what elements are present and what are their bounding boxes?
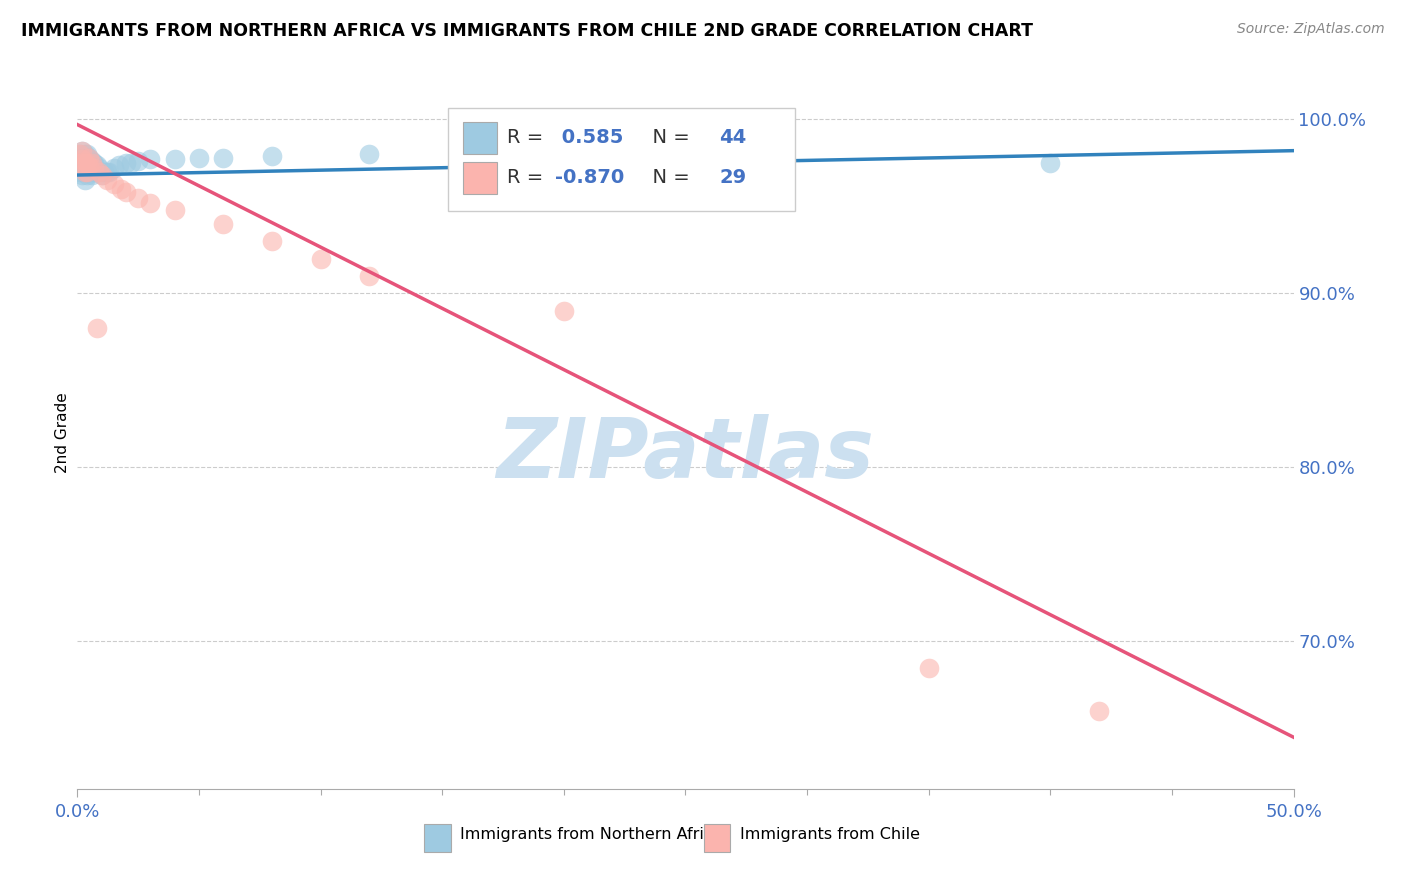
Point xyxy=(69,156,91,170)
Point xyxy=(309,252,332,266)
Point xyxy=(359,268,381,283)
Point xyxy=(90,164,112,178)
Point xyxy=(103,161,125,175)
Point xyxy=(103,177,125,191)
Point xyxy=(163,202,186,217)
Text: N =: N = xyxy=(640,169,696,187)
Point xyxy=(918,660,941,674)
Point xyxy=(76,156,98,170)
FancyBboxPatch shape xyxy=(463,122,496,154)
Point xyxy=(90,168,112,182)
Point xyxy=(70,144,93,158)
Point xyxy=(86,164,108,178)
Text: R =: R = xyxy=(506,169,550,187)
Text: Immigrants from Chile: Immigrants from Chile xyxy=(740,827,920,842)
Point xyxy=(76,147,98,161)
Point xyxy=(359,147,381,161)
Text: N =: N = xyxy=(640,128,696,147)
Point xyxy=(83,164,105,178)
Point xyxy=(127,154,149,169)
Point xyxy=(90,168,112,182)
Point xyxy=(79,151,101,165)
Point xyxy=(96,173,118,187)
Point xyxy=(553,144,575,158)
Point xyxy=(260,234,283,248)
Point xyxy=(73,164,96,178)
FancyBboxPatch shape xyxy=(425,824,451,852)
Text: R =: R = xyxy=(506,128,550,147)
Text: 44: 44 xyxy=(720,128,747,147)
FancyBboxPatch shape xyxy=(703,824,731,852)
Point xyxy=(69,156,91,170)
Point xyxy=(80,154,103,169)
Point xyxy=(1039,156,1062,170)
Point xyxy=(97,164,120,178)
Point xyxy=(73,147,96,161)
Point xyxy=(73,173,96,187)
Point xyxy=(83,156,105,170)
Point xyxy=(110,182,132,196)
Point xyxy=(73,156,96,170)
FancyBboxPatch shape xyxy=(449,108,794,211)
Point xyxy=(89,161,111,175)
Point xyxy=(120,156,142,170)
Point xyxy=(79,158,101,172)
Point xyxy=(73,156,96,170)
Text: Source: ZipAtlas.com: Source: ZipAtlas.com xyxy=(1237,22,1385,37)
Point xyxy=(212,217,235,231)
Point xyxy=(70,168,93,182)
Y-axis label: 2nd Grade: 2nd Grade xyxy=(55,392,70,473)
Point xyxy=(70,144,93,158)
Point xyxy=(76,156,98,170)
Point xyxy=(163,153,186,167)
Point xyxy=(76,161,98,175)
Point xyxy=(83,161,105,175)
Point xyxy=(80,161,103,175)
Point xyxy=(553,303,575,318)
Text: -0.870: -0.870 xyxy=(555,169,624,187)
Point xyxy=(188,151,211,165)
Point xyxy=(79,159,101,173)
Point xyxy=(69,164,91,178)
Point xyxy=(70,161,93,175)
Point xyxy=(260,149,283,163)
Point xyxy=(70,151,93,165)
Point xyxy=(107,158,129,172)
Text: 0.585: 0.585 xyxy=(555,128,624,147)
Point xyxy=(115,186,138,200)
Point xyxy=(89,164,111,178)
Text: 29: 29 xyxy=(720,169,747,187)
Point xyxy=(139,195,162,210)
Point xyxy=(70,153,93,167)
Text: ZIPatlas: ZIPatlas xyxy=(496,414,875,494)
FancyBboxPatch shape xyxy=(463,161,496,194)
Point xyxy=(79,164,101,178)
Point xyxy=(115,156,138,170)
Point xyxy=(73,164,96,178)
Point xyxy=(76,168,98,182)
Point xyxy=(127,191,149,205)
Point xyxy=(80,156,103,170)
Point xyxy=(86,158,108,172)
Point xyxy=(1088,704,1111,718)
Point xyxy=(139,153,162,167)
Point xyxy=(212,151,235,165)
Point xyxy=(69,147,91,161)
Point xyxy=(86,321,108,335)
Text: Immigrants from Northern Africa: Immigrants from Northern Africa xyxy=(460,827,723,842)
Point xyxy=(93,164,115,178)
Point xyxy=(69,147,91,161)
Point xyxy=(96,164,118,178)
Point xyxy=(79,151,101,165)
Point xyxy=(76,164,98,178)
Text: IMMIGRANTS FROM NORTHERN AFRICA VS IMMIGRANTS FROM CHILE 2ND GRADE CORRELATION C: IMMIGRANTS FROM NORTHERN AFRICA VS IMMIG… xyxy=(21,22,1033,40)
Point xyxy=(80,168,103,182)
